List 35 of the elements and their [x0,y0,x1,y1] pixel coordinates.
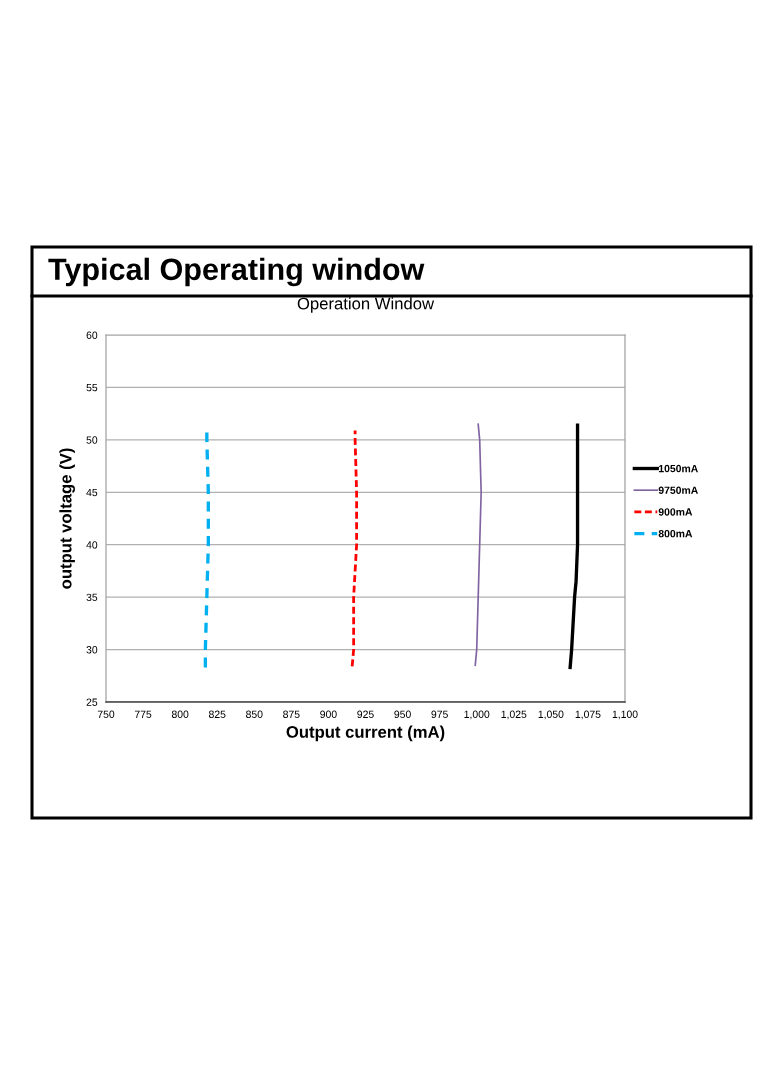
legend-label: 9750mA [658,486,698,494]
x-tick-label: 850 [246,710,263,718]
x-tick-label: 750 [97,710,115,718]
y-tick-label: 40 [86,541,98,549]
y-tick-label: 25 [86,698,98,706]
legend-label: 900mA [658,508,693,516]
x-tick-label: 900 [320,710,337,718]
x-tick-label: 1,100 [612,710,638,720]
x-tick-label: 925 [357,710,374,718]
line-series [203,430,210,670]
line-series [474,423,482,667]
chart-subtitle: Operation Window [297,297,435,313]
y-tick-label: 45 [86,488,98,497]
y-tick-label: 35 [86,593,98,602]
y-tick-label: 55 [86,384,98,392]
y-tick-label: 60 [86,331,98,339]
x-tick-label: 1,050 [538,710,564,720]
x-tick-label: 950 [394,710,411,718]
x-tick-label: 775 [134,710,152,718]
line-series [568,423,580,670]
x-tick-label: 800 [171,710,189,718]
line-series [350,429,358,668]
x-tick-label: 1,000 [464,710,490,720]
x-tick-label: 1,025 [501,710,527,720]
chart-title: Typical Operating window [48,257,425,287]
x-tick-label: 1,075 [575,710,601,720]
x-tick-label: 875 [283,710,300,718]
y-tick-label: 30 [86,646,98,654]
x-tick-label: 975 [431,710,448,718]
x-tick-label: 825 [208,710,226,718]
legend-label: 800mA [658,529,693,538]
x-axis-title: Output current (mA) [286,725,445,742]
y-axis-title: output voltage (V) [59,448,75,589]
legend-label: 1050mA [658,464,698,473]
y-tick-label: 50 [86,436,98,444]
